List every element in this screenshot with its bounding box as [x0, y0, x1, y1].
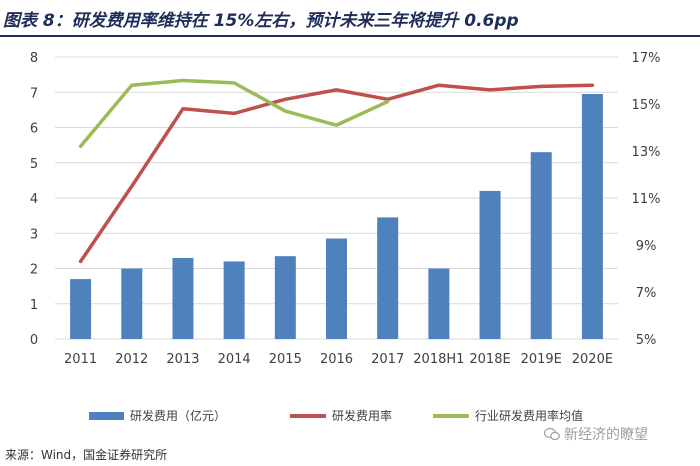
left-axis-ticks: 0 1 2 3 4 5 6 7 8: [30, 51, 38, 348]
wechat-icon: [544, 427, 560, 441]
left-axis-tick-label: 8: [30, 51, 38, 66]
right-axis-tick-label: 5%: [636, 333, 657, 348]
right-axis-tick-label: 13%: [632, 145, 661, 160]
bar: [121, 268, 143, 339]
x-axis-ticks: 2011 2012 2013 2014 2015 2016 2017 2018H1 2018E 2…: [64, 352, 613, 367]
bar-series: [70, 94, 603, 339]
watermark: 新经济的瞭望: [544, 424, 648, 444]
legend-label: 行业研发费用率均值: [475, 408, 583, 423]
right-axis-tick-label: 11%: [632, 192, 661, 207]
source-note: 来源：Wind，国金证券研究所: [5, 448, 168, 462]
bar: [70, 279, 92, 339]
x-axis-tick-label: 2017: [371, 352, 404, 367]
rd-rate-line: [78, 83, 595, 264]
bar: [479, 190, 501, 339]
x-axis-tick-label: 2018E: [469, 352, 510, 367]
x-axis-tick-label: 2020E: [572, 352, 613, 367]
legend-label: 研发费用率: [332, 408, 392, 423]
x-axis-tick-label: 2012: [115, 352, 148, 367]
bar: [530, 152, 552, 339]
left-axis-tick-label: 1: [30, 298, 38, 313]
left-axis-tick-label: 6: [30, 122, 38, 137]
watermark-text: 新经济的瞭望: [564, 427, 648, 443]
right-axis-tick-label: 9%: [636, 239, 657, 254]
x-axis-tick-label: 2018H1: [413, 352, 464, 367]
right-axis-tick-label: 7%: [636, 286, 657, 301]
bar: [581, 94, 603, 339]
left-axis-tick-label: 3: [30, 227, 38, 242]
chart-title: 图表 8：研发费用率维持在 15%左右，预计未来三年将提升 0.6pp: [3, 11, 519, 31]
industry-avg-line: [78, 78, 390, 149]
x-axis-tick-label: 2019E: [521, 352, 562, 367]
bar: [274, 256, 296, 339]
bar: [428, 268, 450, 339]
bar: [377, 217, 399, 339]
right-axis-tick-label: 15%: [632, 98, 661, 113]
x-axis-tick-label: 2016: [320, 352, 353, 367]
bar: [172, 257, 194, 339]
left-axis-tick-label: 7: [30, 86, 38, 101]
legend-label: 研发费用（亿元）: [130, 408, 226, 423]
right-axis-ticks: 5% 7% 9% 11% 13% 15% 17%: [632, 51, 661, 348]
left-axis-tick-label: 5: [30, 157, 38, 172]
bar: [223, 261, 245, 339]
bar: [326, 238, 347, 339]
x-axis-tick-label: 2013: [166, 352, 199, 367]
line-series: [78, 78, 595, 264]
right-axis-tick-label: 17%: [632, 51, 661, 66]
x-axis-tick-label: 2015: [269, 352, 302, 367]
left-axis-tick-label: 0: [30, 333, 38, 348]
legend: 研发费用（亿元） 研发费用率 行业研发费用率均值: [89, 408, 583, 423]
left-axis-tick-label: 2: [30, 263, 38, 278]
x-axis-tick-label: 2011: [64, 352, 97, 367]
title-divider: [0, 35, 700, 37]
x-axis-tick-label: 2014: [218, 352, 251, 367]
left-axis-tick-label: 4: [30, 192, 38, 207]
legend-swatch-bar: [89, 412, 124, 420]
